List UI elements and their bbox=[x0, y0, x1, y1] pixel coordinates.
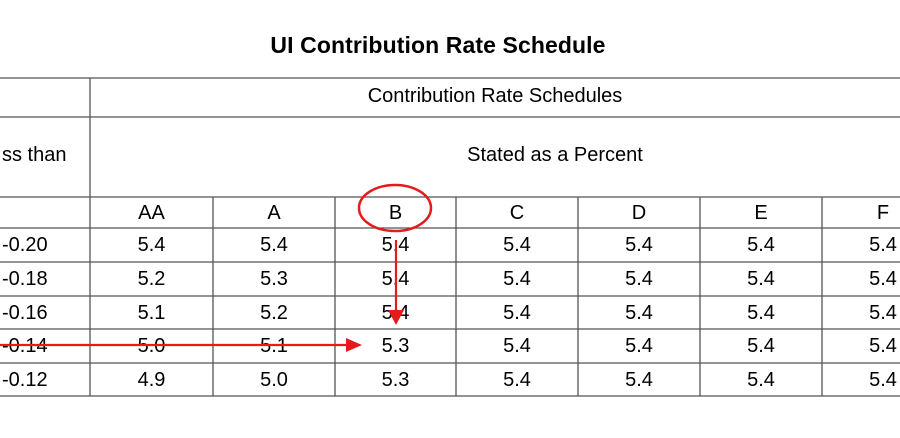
group-header: Contribution Rate Schedules bbox=[367, 85, 623, 107]
table-cell: 5.3 bbox=[260, 268, 288, 290]
table-cell: 5.2 bbox=[260, 302, 288, 324]
row-key: -0.16 bbox=[2, 302, 48, 324]
column-header-c: C bbox=[509, 202, 525, 224]
column-header-a: A bbox=[267, 202, 281, 224]
table-cell: 5.4 bbox=[381, 234, 410, 256]
table-cell: 5.1 bbox=[137, 302, 166, 324]
table-cell: 5.4 bbox=[381, 302, 410, 324]
table-cell: 5.4 bbox=[503, 302, 531, 324]
table-cell: 5.4 bbox=[381, 268, 410, 290]
table-cell: 5.4 bbox=[503, 234, 531, 256]
table-cell: 5.4 bbox=[747, 234, 775, 256]
table-cell: 5.4 bbox=[625, 268, 653, 290]
table-cell: 5.4 bbox=[869, 369, 897, 391]
first-column-header: ss than bbox=[2, 144, 67, 166]
table-cell: 5.4 bbox=[747, 268, 775, 290]
result-cell: 5.3 bbox=[381, 335, 410, 357]
row-key: -0.12 bbox=[2, 369, 48, 391]
row-key: -0.18 bbox=[2, 268, 48, 290]
table-cell: 5.3 bbox=[381, 369, 410, 391]
column-header-d: D bbox=[631, 202, 647, 224]
table-cell: 5.4 bbox=[869, 335, 897, 357]
table-cell: 5.4 bbox=[747, 369, 775, 391]
row-key-highlighted: -0.14 bbox=[2, 335, 48, 357]
table-cell: 5.4 bbox=[869, 234, 897, 256]
table-cell: 4.9 bbox=[137, 369, 166, 391]
column-header-aa: AA bbox=[138, 202, 165, 224]
table-cell: 5.4 bbox=[625, 335, 653, 357]
table-cell: 5.4 bbox=[137, 234, 166, 256]
table-cell: 5.4 bbox=[869, 268, 897, 290]
column-header-b: B bbox=[388, 202, 403, 224]
column-header-e: E bbox=[754, 202, 768, 224]
table-cell: 5.4 bbox=[747, 335, 775, 357]
table-cell: 5.4 bbox=[747, 302, 775, 324]
table-cell: 5.0 bbox=[137, 335, 166, 357]
table-cell: 5.1 bbox=[260, 335, 288, 357]
table-cell: 5.4 bbox=[869, 302, 897, 324]
row-key: -0.20 bbox=[2, 234, 48, 256]
table-cell: 5.4 bbox=[503, 369, 531, 391]
table-cell: 5.4 bbox=[625, 302, 653, 324]
table-cell: 5.4 bbox=[503, 268, 531, 290]
table-cell: 5.4 bbox=[625, 234, 653, 256]
table-cell: 5.2 bbox=[137, 268, 166, 290]
page-title: UI Contribution Rate Schedule bbox=[270, 32, 606, 58]
table-cell: 5.4 bbox=[625, 369, 653, 391]
column-header-f: F bbox=[876, 202, 890, 224]
table-cell: 5.0 bbox=[260, 369, 288, 391]
sub-header: Stated as a Percent bbox=[467, 144, 643, 166]
table-cell: 5.4 bbox=[260, 234, 288, 256]
table-cell: 5.4 bbox=[503, 335, 531, 357]
